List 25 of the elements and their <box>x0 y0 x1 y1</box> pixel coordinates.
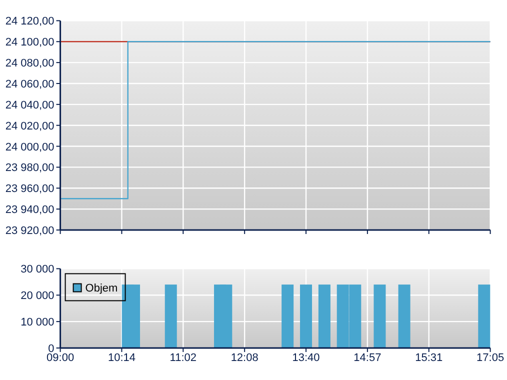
y-tick-label: 23 940,00 <box>5 204 54 216</box>
y-tick-label: 23 920,00 <box>5 225 54 237</box>
x-tick-label: 09:00 <box>46 352 74 364</box>
x-tick-label: 11:02 <box>170 352 197 364</box>
x-tick-label: 15:31 <box>415 352 443 364</box>
x-tick-label: 17:05 <box>476 352 504 364</box>
y-tick-label: 24 000,00 <box>5 141 54 154</box>
series-label: Objem <box>85 282 118 295</box>
x-tick-label: 10:14 <box>108 352 136 364</box>
y-tick-label: 20 000 <box>20 290 54 302</box>
y-tick-label: 24 100,00 <box>5 36 54 49</box>
y-tick-label: 24 040,00 <box>5 99 54 112</box>
x-tick-label: 14:57 <box>354 352 382 364</box>
y-tick-label: 24 060,00 <box>5 78 54 90</box>
legend: Objem <box>64 273 126 302</box>
y-tick-label: 30 000 <box>20 264 54 276</box>
y-tick-label: 10 000 <box>20 316 54 329</box>
y-tick-label: 24 020,00 <box>5 120 54 132</box>
y-tick-label: 23 980,00 <box>5 162 54 174</box>
x-tick-label: 13:40 <box>292 352 320 364</box>
y-tick-label: 23 960,00 <box>5 183 54 196</box>
y-tick-label: 0 <box>48 343 54 355</box>
y-tick-label: 24 080,00 <box>5 58 54 70</box>
x-tick-label: 12:08 <box>230 352 258 364</box>
y-tick-label: 24 120,00 <box>5 16 54 28</box>
